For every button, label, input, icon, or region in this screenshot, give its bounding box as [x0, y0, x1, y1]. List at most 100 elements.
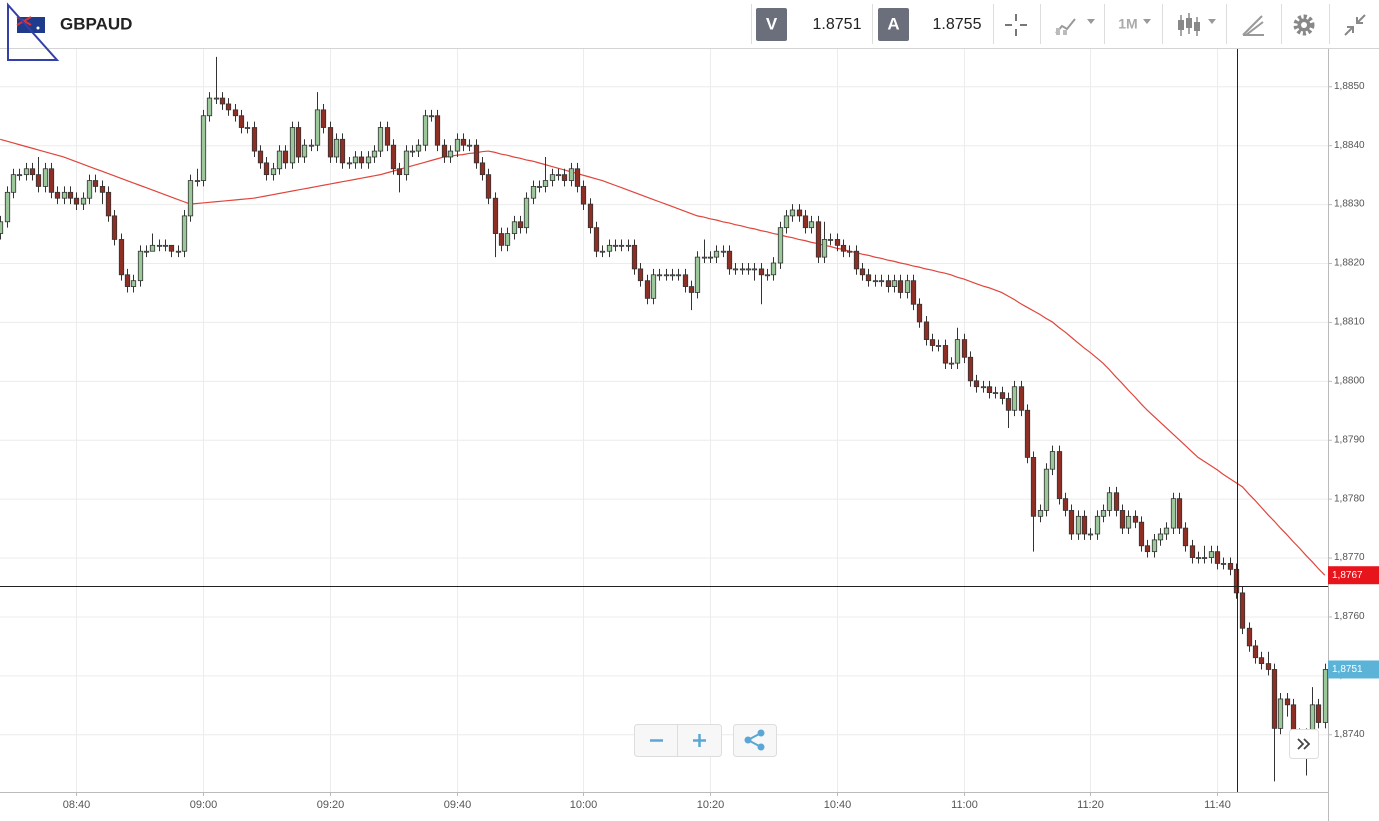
price-marker: [1328, 566, 1379, 585]
x-tick-label: 11:40: [1204, 799, 1231, 811]
candle-body: [1081, 515, 1088, 535]
candle-body: [0, 221, 4, 234]
chart-type-button[interactable]: [1178, 13, 1216, 36]
candle-body: [168, 244, 175, 252]
candle-body: [187, 180, 194, 217]
candle-body: [105, 191, 112, 217]
candle-body: [1220, 563, 1227, 565]
candle-body: [4, 191, 11, 223]
candle-body: [428, 115, 435, 118]
indicators-button[interactable]: [1055, 18, 1095, 35]
candle-body: [61, 191, 68, 199]
candle-body: [29, 168, 36, 176]
candle-body: [707, 256, 714, 259]
candle-body: [422, 115, 429, 146]
candle-body: [656, 274, 663, 277]
candle-body: [980, 386, 987, 389]
candle-body: [606, 244, 613, 252]
price-marker: [1328, 660, 1379, 679]
y-tick-label: 1,8820: [1334, 258, 1365, 269]
candle-body: [625, 244, 632, 247]
zoom-controls: [634, 724, 1319, 759]
candle-body: [390, 144, 397, 170]
candle-body: [270, 168, 277, 176]
candle-body: [1132, 515, 1139, 523]
plot: [0, 56, 1329, 782]
indicators-icon-bar: [1063, 30, 1067, 35]
ask-button[interactable]: A 1.8755: [878, 8, 982, 41]
share-button[interactable]: [733, 724, 777, 757]
scroll-to-end-button[interactable]: [1289, 729, 1319, 759]
timeframe-button[interactable]: 1M: [1118, 16, 1151, 32]
candle-body: [542, 180, 549, 187]
candle-body: [568, 168, 575, 181]
candle-body: [333, 138, 340, 158]
candle-body: [713, 250, 720, 258]
candle-body: [1201, 557, 1208, 559]
x-tick-label: 08:40: [63, 799, 91, 811]
candle-body: [1227, 563, 1234, 570]
candle-body: [878, 280, 885, 283]
settings-button[interactable]: [1293, 14, 1315, 36]
candle-body: [251, 127, 258, 152]
candle-body: [67, 191, 74, 199]
candle-body: [701, 256, 708, 259]
bid-label: V: [766, 14, 778, 33]
symbol-flag[interactable]: [7, 2, 60, 61]
y-tick-label: 1,8850: [1334, 81, 1365, 92]
candle-body: [682, 274, 689, 287]
candle-body: [409, 150, 416, 153]
candle-body: [1246, 627, 1253, 647]
indicators-icon-bar: [1056, 28, 1060, 35]
candle-body: [1018, 386, 1025, 411]
candle-body: [384, 127, 391, 146]
candle-body: [783, 215, 790, 229]
crosshair-button[interactable]: [1005, 14, 1027, 36]
candle-body: [923, 321, 930, 340]
candle-body: [396, 168, 403, 176]
chevrons-icon: [1297, 738, 1311, 750]
candle-body: [1005, 398, 1012, 411]
bid-button[interactable]: V 1.8751: [756, 8, 862, 41]
moving-average-line: [0, 138, 1326, 576]
x-tick-label: 09:20: [317, 799, 345, 811]
drawing-button[interactable]: [1242, 15, 1264, 36]
candle-body: [587, 203, 594, 229]
candle-body: [986, 386, 993, 394]
candle-body: [48, 168, 55, 193]
candle-body: [1195, 557, 1202, 559]
candle-body: [1043, 468, 1050, 511]
axis-labels: 1,87401,87501,87601,87701,87801,87901,88…: [63, 81, 1379, 811]
candle-body: [1163, 527, 1170, 535]
candle-body: [466, 144, 473, 147]
symbol[interactable]: GBPAUD: [60, 14, 132, 33]
candle-body: [1265, 663, 1272, 670]
candle-body: [181, 215, 188, 252]
y-tick-label: 1,8830: [1334, 199, 1365, 210]
zoom-in-button[interactable]: [693, 734, 706, 747]
candle-body: [789, 209, 796, 217]
candle-body: [441, 144, 448, 158]
candle-body: [118, 239, 125, 276]
collapse-button[interactable]: [1344, 14, 1366, 36]
candle-body: [663, 274, 670, 277]
flag-outline: [7, 2, 60, 61]
candle-body: [162, 244, 169, 247]
candle-body: [694, 256, 701, 293]
candle-body: [599, 250, 606, 253]
candle-body: [511, 221, 518, 234]
candle-body: [23, 168, 30, 176]
candle-body: [73, 197, 80, 205]
candle-body: [92, 180, 99, 187]
candle-body: [688, 286, 695, 293]
candle-body: [1208, 551, 1215, 558]
candle-body: [99, 186, 106, 193]
candle-body: [377, 127, 384, 152]
candle-body: [726, 250, 733, 270]
candle-body: [415, 144, 422, 152]
candle-body: [1024, 409, 1031, 458]
candle-body: [352, 156, 359, 164]
candle-body: [454, 138, 461, 152]
